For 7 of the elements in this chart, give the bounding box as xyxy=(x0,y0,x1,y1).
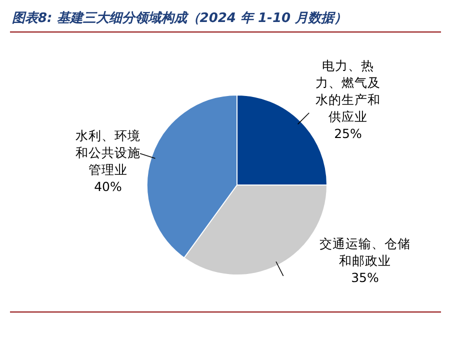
chart-title: 图表8: 基建三大细分领域构成（2024 年 1-10 月数据） xyxy=(12,11,348,26)
slice-label: 交通运输、仓储和邮政业 xyxy=(320,236,410,268)
slice-label: 电力、热力、燃气及水的生产和供应业 xyxy=(316,58,380,124)
slice-label: 水利、环境和公共设施管理业 xyxy=(76,128,140,177)
data-label: 40% xyxy=(94,179,122,194)
data-label: 35% xyxy=(351,270,380,285)
data-label: 25% xyxy=(334,126,362,141)
